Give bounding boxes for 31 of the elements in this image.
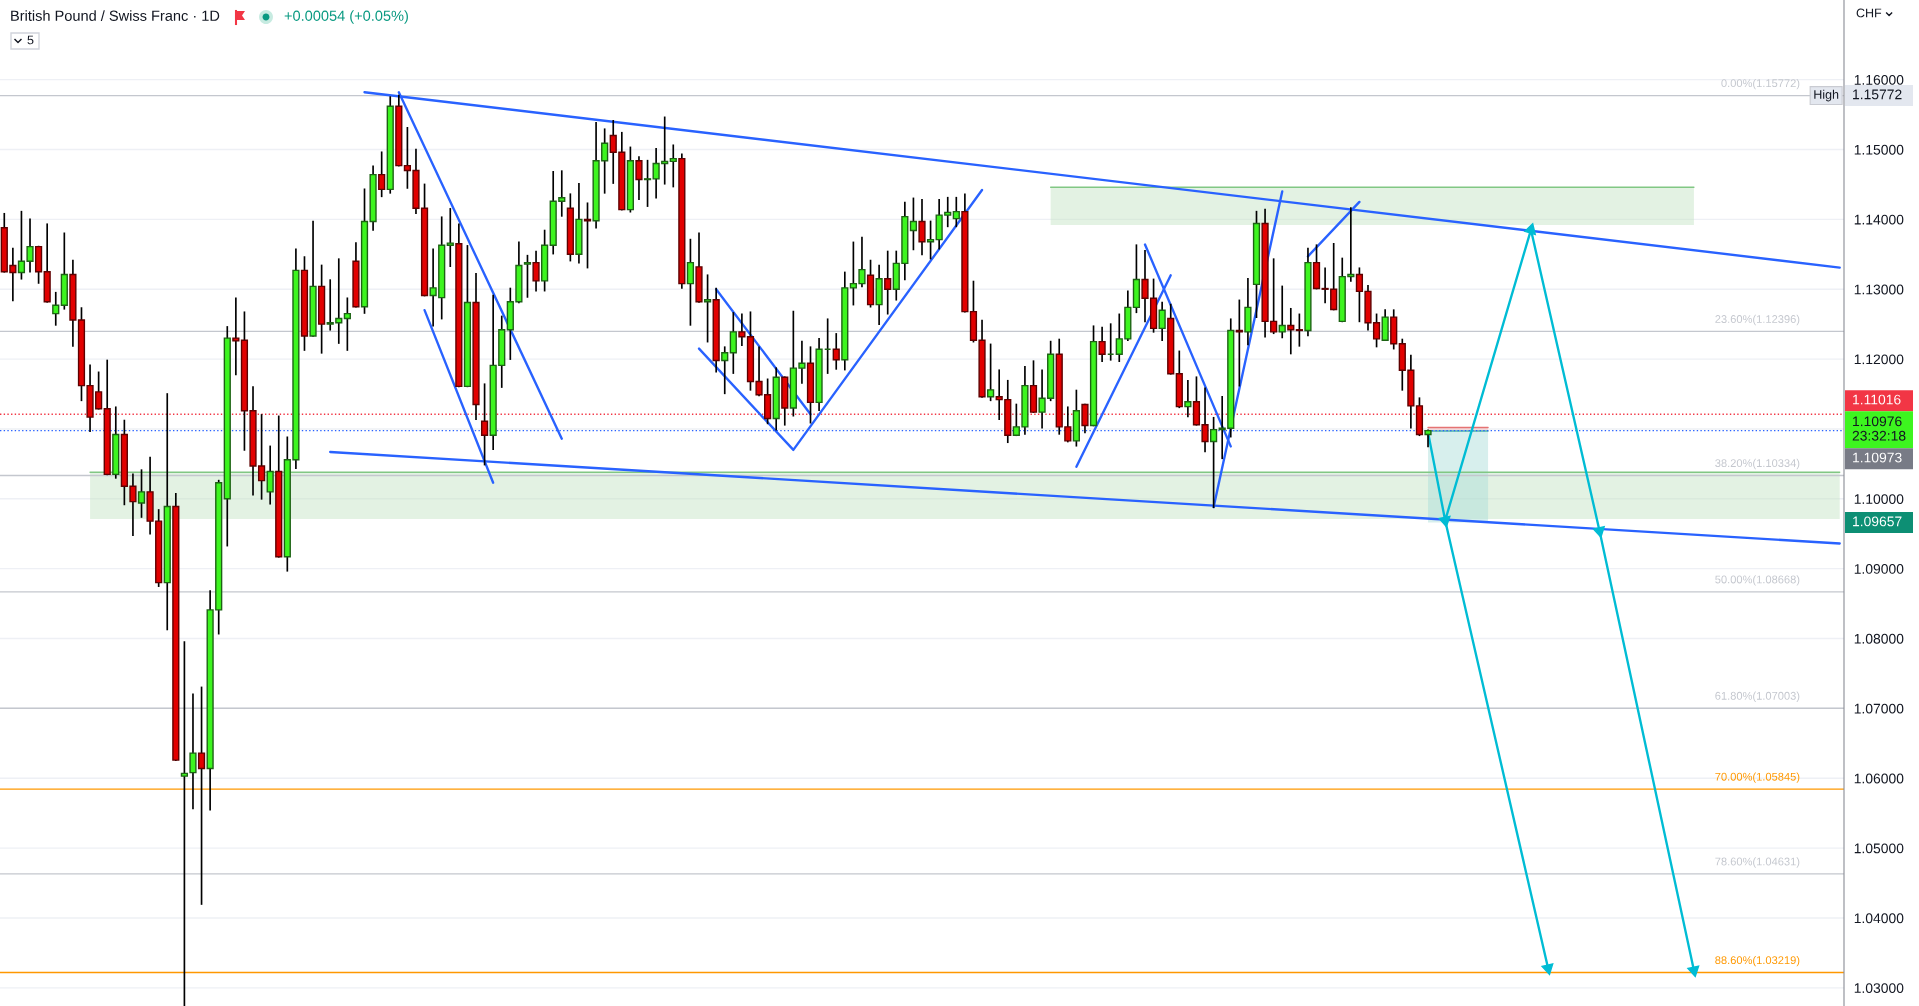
ref-line-label: 70.00%(1.05845) [1715,772,1800,783]
y-tick-label: 1.14000 [1854,214,1904,225]
ref-line-label: 88.60%(1.03219) [1715,955,1800,967]
ref-line-label: 61.80%(1.07003) [1715,691,1800,702]
ref-line-label: 0.00%(1.15772) [1721,78,1800,90]
ref-line-label: 23.60%(1.12396) [1715,314,1800,326]
annotation: High [1814,89,1839,102]
y-tick-label: 1.15000 [1854,144,1904,155]
y-tick-label: 1.04000 [1854,913,1904,924]
y-tick-label: 1.10000 [1854,494,1904,504]
text: 1.11016 [1853,394,1901,405]
text: 1.09657 [1853,516,1902,527]
text: 1.10973 [1853,452,1902,463]
y-tick-label: 1.12000 [1854,354,1904,365]
ref-line-label: 78.60%(1.04631) [1715,857,1800,868]
annotation: 5 [27,35,34,45]
y-tick-label: 1.05000 [1854,843,1904,854]
y-tick-label: 1.08000 [1854,633,1904,644]
text: 1.10976 23:32:18 [1852,416,1906,441]
text: +0.00054 (+0.05%) [284,10,408,24]
y-tick-label: 1.07000 [1854,703,1904,714]
y-tick-label: 1.03000 [1854,983,1904,994]
ref-line-label: 50.00%(1.08668) [1715,575,1800,586]
text: British Pound / Swiss Franc · 1D [11,10,220,21]
y-tick-label: 1.13000 [1854,284,1904,295]
y-tick-label: 1.06000 [1854,773,1904,784]
y-tick-label: 1.16000 [1854,74,1904,85]
text: 1.15772 [1853,89,1902,100]
y-tick-label: 1.09000 [1854,564,1904,574]
y-axis-title: CHF [1856,8,1882,18]
ref-line-label: 38.20%(1.10334) [1715,458,1800,470]
